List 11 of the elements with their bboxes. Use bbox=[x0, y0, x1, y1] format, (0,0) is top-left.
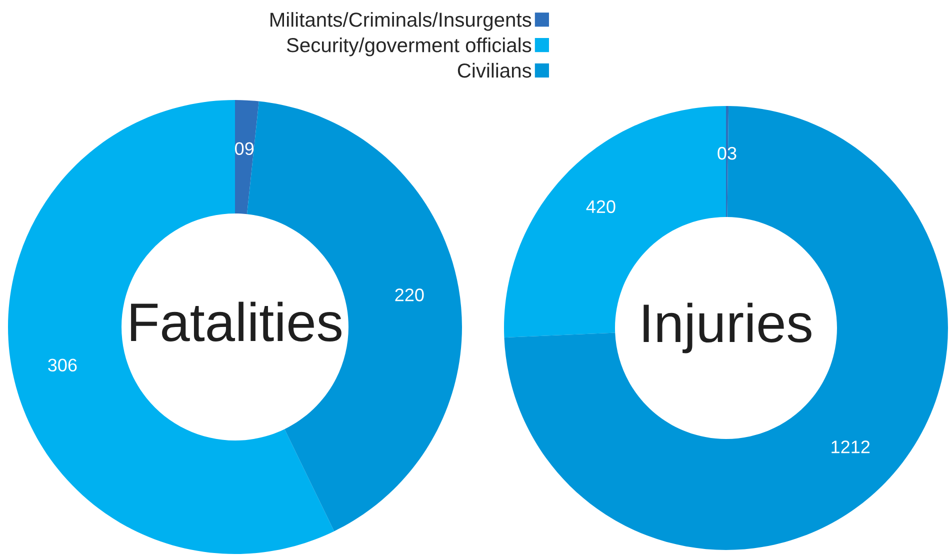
legend-label: Security/goverment officials bbox=[286, 38, 532, 56]
data-label: 220 bbox=[395, 288, 424, 302]
data-label: 1212 bbox=[832, 440, 870, 454]
legend-label: Militants/Criminals/Insurgents bbox=[270, 12, 532, 31]
data-label: 420 bbox=[586, 200, 616, 214]
data-label: 03 bbox=[718, 146, 736, 160]
text: Fatalities bbox=[131, 302, 342, 342]
data-label: 306 bbox=[48, 358, 77, 372]
data-label: 09 bbox=[235, 142, 254, 156]
text: Injuries bbox=[644, 302, 812, 354]
legend-label: Civilians bbox=[458, 62, 532, 78]
